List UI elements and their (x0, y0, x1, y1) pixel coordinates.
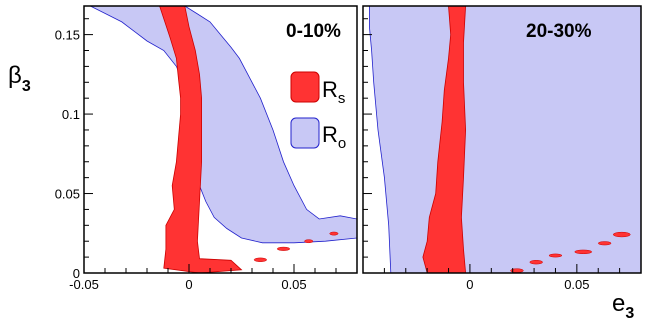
panel-20-30: 0 0.05 (362, 5, 642, 292)
legend: Rs Ro (290, 71, 346, 152)
legend-swatch-rs (290, 71, 320, 103)
island-rs-20-30-2 (548, 253, 563, 258)
island-rs-20-30-1 (529, 260, 543, 265)
legend-swatch-ro (290, 117, 320, 149)
island-rs-20-30-3 (574, 249, 593, 255)
plot-frame-0-10 (83, 5, 358, 274)
panel-label-20-30: 20-30% (526, 21, 592, 42)
x-tick-label-20-30: 0.05 (564, 277, 589, 292)
y-tick-label: 0.15 (55, 28, 80, 43)
island-rs-0-10-1 (276, 246, 291, 251)
x-tick-label-0-10: 0.05 (281, 277, 306, 292)
island-rs-0-10-2 (304, 239, 314, 244)
x-tick-label-0-10: 0 (185, 277, 192, 292)
island-rs-20-30-4 (597, 241, 612, 246)
panel-label-0-10: 0-10% (286, 21, 341, 42)
legend-label-rs: Rs (322, 77, 345, 107)
y-tick-label: 0.1 (62, 107, 80, 122)
region-ro-20-30 (368, 6, 641, 273)
legend-label-ro: Ro (322, 122, 346, 152)
region-rs-20-30 (422, 6, 467, 273)
region-rs-0-10 (159, 6, 243, 273)
y-tick-label: 0.05 (55, 187, 80, 202)
y-axis-title: β3 (8, 62, 31, 95)
island-rs-0-10-3 (329, 231, 339, 236)
y-tick-label: 0 (73, 266, 80, 281)
island-rs-0-10-0 (253, 257, 267, 262)
x-tick-label-0-10: -0.05 (69, 277, 99, 292)
x-axis-title: e3 (612, 290, 634, 322)
x-tick-label-20-30: 0 (466, 277, 473, 292)
plot-frame-20-30 (362, 5, 642, 274)
island-rs-20-30-5 (612, 231, 631, 238)
